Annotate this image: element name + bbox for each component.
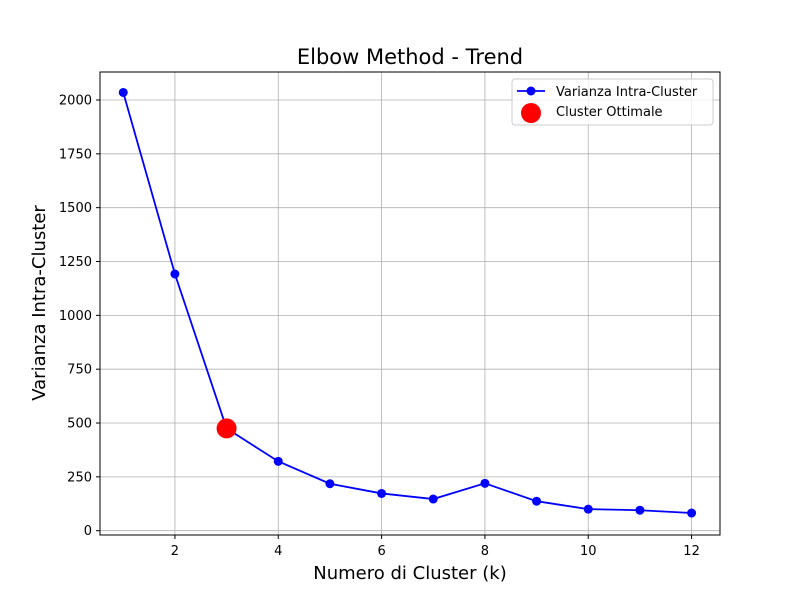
series-points bbox=[118, 87, 697, 518]
highlight-layer bbox=[216, 418, 237, 439]
data-point bbox=[170, 269, 180, 279]
y-tick-label: 1000 bbox=[59, 309, 92, 324]
data-point bbox=[273, 456, 283, 466]
x-tick-label: 2 bbox=[171, 544, 179, 559]
x-tick-label: 8 bbox=[481, 544, 489, 559]
y-tick-label: 1750 bbox=[59, 147, 92, 162]
y-tick-label: 750 bbox=[67, 363, 92, 378]
data-point bbox=[118, 87, 128, 97]
data-point bbox=[325, 479, 335, 489]
legend-label-highlight: Cluster Ottimale bbox=[556, 105, 663, 120]
y-tick-label: 1250 bbox=[59, 255, 92, 270]
legend: Varianza Intra-Cluster Cluster Ottimale bbox=[511, 78, 714, 126]
grid-lines bbox=[100, 72, 720, 535]
x-tick-label: 4 bbox=[274, 544, 282, 559]
y-tick-label: 0 bbox=[84, 524, 92, 539]
data-point bbox=[428, 494, 438, 504]
y-tick-label: 2000 bbox=[59, 93, 92, 108]
data-point bbox=[532, 496, 542, 506]
x-tick-label: 6 bbox=[377, 544, 385, 559]
legend-highlight-marker bbox=[521, 103, 541, 123]
y-axis-label: Varianza Intra-Cluster bbox=[29, 205, 50, 401]
y-tick-label: 1500 bbox=[59, 201, 92, 216]
chart-title: Elbow Method - Trend bbox=[297, 45, 523, 69]
x-tick-label: 10 bbox=[580, 544, 597, 559]
series-line bbox=[122, 92, 692, 514]
plot-frame bbox=[99, 71, 721, 536]
x-tick-label: 12 bbox=[683, 544, 700, 559]
x-axis-ticks: 2 4 6 8 10 12 bbox=[171, 535, 700, 559]
y-tick-label: 500 bbox=[67, 417, 92, 432]
data-point bbox=[687, 508, 697, 518]
data-point bbox=[583, 504, 593, 514]
data-point bbox=[635, 505, 645, 515]
data-point bbox=[480, 478, 490, 488]
legend-label-series: Varianza Intra-Cluster bbox=[556, 85, 698, 100]
legend-marker-sample bbox=[526, 86, 536, 96]
y-tick-label: 250 bbox=[67, 470, 92, 485]
y-axis-ticks: 0 250 500 750 1000 1250 1500 1750 2000 bbox=[59, 93, 100, 539]
optimal-cluster-marker bbox=[216, 418, 237, 439]
legend-box bbox=[511, 78, 714, 126]
data-point bbox=[377, 488, 387, 498]
x-axis-label: Numero di Cluster (k) bbox=[313, 563, 506, 584]
